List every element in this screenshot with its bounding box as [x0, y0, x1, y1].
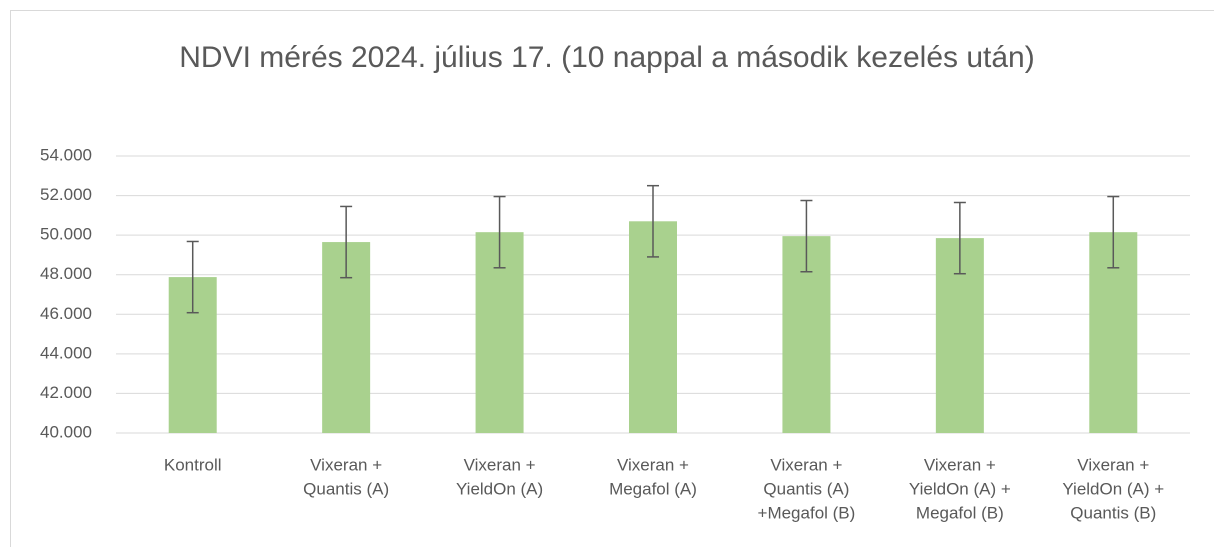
y-tick-label: 52.000 — [40, 185, 92, 204]
x-tick-label: Megafol (A) — [609, 479, 697, 498]
x-tick-label: Kontroll — [164, 455, 222, 474]
x-tick-label: +Megafol (B) — [758, 503, 856, 522]
x-tick-label: Quantis (B) — [1070, 503, 1156, 522]
y-tick-label: 50.000 — [40, 225, 92, 244]
x-tick-label: Vixeran + — [1077, 455, 1149, 474]
chart-border — [10, 10, 1214, 547]
x-tick-label: Vixeran + — [310, 455, 382, 474]
x-tick-label: YieldOn (A) — [456, 479, 543, 498]
y-tick-label: 54.000 — [40, 145, 92, 164]
y-tick-label: 40.000 — [40, 422, 92, 441]
x-tick-label: Vixeran + — [617, 455, 689, 474]
y-tick-label: 42.000 — [40, 383, 92, 402]
x-tick-label: Megafol (B) — [916, 503, 1004, 522]
x-tick-label: YieldOn (A) + — [1062, 479, 1164, 498]
chart-title: NDVI mérés 2024. július 17. (10 nappal a… — [179, 41, 1035, 74]
x-tick-label: Quantis (A) — [303, 479, 389, 498]
y-tick-label: 48.000 — [40, 264, 92, 283]
x-tick-label: YieldOn (A) + — [909, 479, 1011, 498]
x-tick-label: Vixeran + — [464, 455, 536, 474]
x-tick-label: Quantis (A) — [763, 479, 849, 498]
y-tick-label: 46.000 — [40, 304, 92, 323]
x-tick-label: Vixeran + — [770, 455, 842, 474]
y-tick-label: 44.000 — [40, 343, 92, 362]
x-tick-label: Vixeran + — [924, 455, 996, 474]
